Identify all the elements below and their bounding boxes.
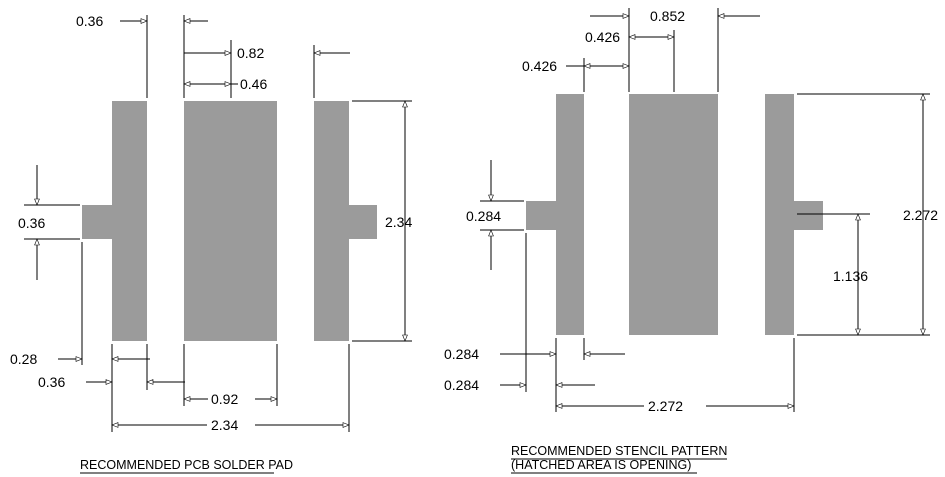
stencil-dim-tab-height: 0.284 — [466, 208, 501, 224]
pcb-dim-tab-extension: 0.28 — [10, 351, 37, 367]
pcb-dim-gap-top: 0.36 — [76, 13, 103, 29]
stencil-caption-line1: RECOMMENDED STENCIL PATTERN — [511, 444, 727, 458]
pcb-dim-pitch: 0.82 — [237, 45, 264, 61]
pcb-caption: RECOMMENDED PCB SOLDER PAD — [80, 458, 293, 472]
pcb-solder-pad-drawing: 0.36 0.82 0.46 0.36 2.34 0.28 0.3 — [10, 13, 412, 474]
stencil-dim-tab-extension: 0.284 — [444, 346, 479, 362]
stencil-dim-overall-width: 2.272 — [648, 398, 683, 414]
stencil-pattern-drawing: 0.852 0.426 0.426 0.284 2.272 1.136 0.28… — [444, 8, 938, 474]
stencil-dim-gap: 0.426 — [522, 58, 557, 74]
pcb-dim-left-pad-width: 0.36 — [38, 374, 65, 390]
stencil-left-pad — [526, 94, 584, 335]
stencil-dim-overall-height: 2.272 — [903, 207, 938, 223]
pcb-dim-center-pad-width: 0.46 — [240, 76, 267, 92]
pcb-center-pad — [184, 101, 277, 341]
stencil-dim-half-height: 1.136 — [833, 268, 868, 284]
stencil-caption-line2: (HATCHED AREA IS OPENING) — [511, 458, 691, 472]
stencil-dim-left-pad-width: 0.284 — [444, 377, 479, 393]
pcb-dim-overall-height: 2.34 — [385, 214, 412, 230]
stencil-dim-half-width: 0.426 — [585, 29, 620, 45]
pcb-dim-center-pad-full: 0.92 — [211, 391, 238, 407]
pcb-left-pad — [82, 101, 147, 341]
stencil-center-pad — [629, 94, 718, 335]
stencil-dim-center-width: 0.852 — [650, 8, 685, 24]
pcb-right-pad — [314, 101, 377, 341]
pcb-dim-overall-width: 2.34 — [211, 417, 238, 433]
pcb-dim-tab-height: 0.36 — [18, 215, 45, 231]
stencil-right-pad — [765, 94, 823, 335]
